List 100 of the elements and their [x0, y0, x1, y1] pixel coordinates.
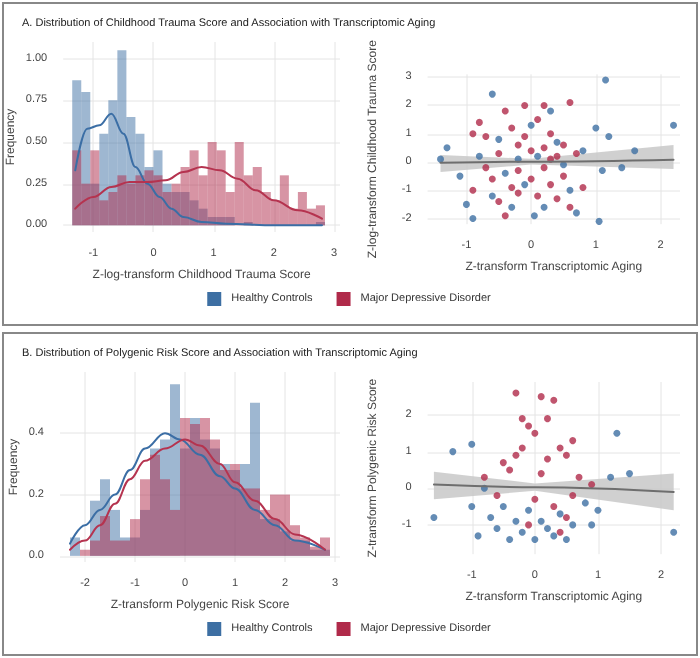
point	[488, 192, 496, 200]
point	[468, 440, 476, 448]
point	[537, 393, 545, 401]
point	[495, 150, 503, 157]
point	[488, 175, 496, 183]
point	[512, 451, 520, 459]
point	[550, 503, 558, 511]
point	[562, 451, 570, 459]
point	[527, 147, 535, 155]
point	[540, 144, 548, 152]
point	[553, 152, 561, 160]
point	[534, 192, 542, 200]
point	[495, 135, 503, 143]
point	[449, 448, 457, 456]
point	[560, 172, 567, 180]
point	[468, 503, 476, 511]
point	[547, 107, 555, 115]
point	[501, 212, 509, 220]
point	[579, 147, 587, 155]
point	[556, 528, 564, 536]
point	[501, 169, 509, 177]
point	[566, 99, 574, 107]
point	[514, 189, 522, 197]
point	[469, 130, 477, 138]
point	[487, 514, 495, 522]
point	[607, 473, 615, 481]
point	[518, 528, 526, 536]
point	[670, 121, 678, 129]
point	[525, 422, 533, 430]
point	[531, 429, 539, 437]
point	[530, 212, 538, 220]
point	[525, 521, 533, 529]
point	[588, 481, 596, 489]
point	[569, 521, 577, 529]
point	[518, 444, 526, 452]
point	[562, 536, 570, 544]
point	[430, 514, 438, 522]
point	[506, 466, 514, 474]
point	[499, 503, 507, 511]
point	[469, 215, 477, 223]
point	[493, 492, 501, 500]
point	[518, 415, 526, 423]
point	[482, 133, 490, 141]
point	[482, 164, 490, 172]
point	[512, 517, 520, 525]
point	[514, 166, 522, 174]
point	[562, 514, 570, 522]
point	[550, 396, 558, 404]
point	[534, 116, 542, 124]
point	[547, 130, 555, 138]
point	[495, 198, 503, 206]
point	[537, 517, 545, 525]
point	[540, 203, 548, 211]
point	[605, 133, 613, 141]
point	[543, 455, 551, 463]
point	[588, 521, 596, 529]
point	[508, 124, 516, 132]
point	[527, 175, 535, 183]
point	[543, 415, 551, 423]
point	[540, 101, 548, 109]
point	[525, 506, 533, 514]
point	[618, 164, 626, 172]
point	[598, 166, 606, 174]
point	[521, 101, 529, 109]
point	[531, 536, 539, 544]
point	[560, 141, 567, 149]
point	[521, 181, 529, 189]
point	[488, 90, 496, 98]
point	[475, 118, 483, 126]
point	[534, 152, 542, 160]
point	[501, 107, 509, 115]
point	[579, 183, 587, 191]
line-series	[74, 112, 323, 227]
point	[572, 209, 580, 217]
point	[521, 133, 529, 141]
point	[506, 536, 514, 544]
point	[581, 499, 589, 507]
point	[499, 459, 507, 467]
point	[572, 150, 580, 157]
point	[670, 528, 678, 536]
point	[566, 186, 574, 194]
point	[508, 183, 516, 191]
point	[556, 510, 564, 518]
point	[575, 473, 583, 481]
point	[475, 152, 483, 160]
point	[537, 470, 545, 478]
point	[626, 470, 634, 478]
point	[437, 155, 445, 163]
point	[480, 473, 488, 481]
point	[527, 121, 535, 129]
point	[531, 495, 539, 503]
point	[595, 217, 603, 225]
point	[594, 506, 602, 514]
point	[469, 186, 477, 194]
point	[550, 532, 558, 540]
point	[613, 429, 621, 437]
point	[569, 492, 577, 500]
point	[553, 195, 561, 203]
point	[566, 203, 574, 211]
point	[493, 525, 501, 533]
